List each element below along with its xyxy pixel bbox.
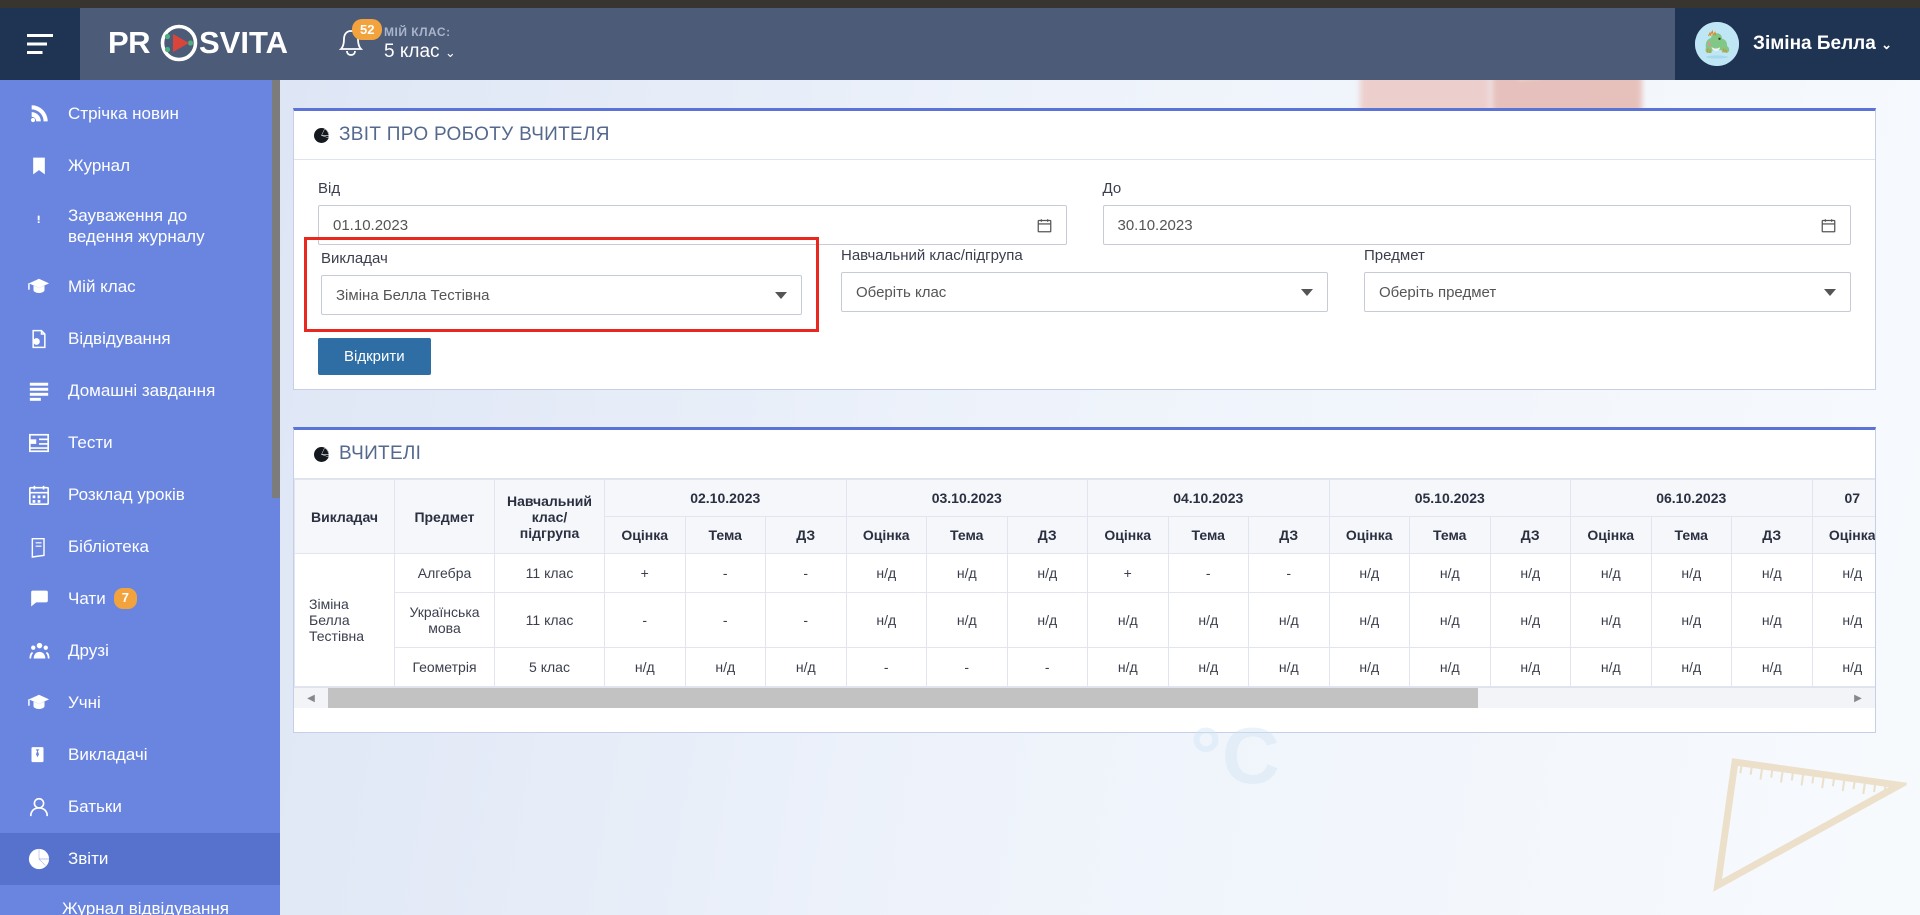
svg-text:PR: PR — [108, 25, 150, 60]
svg-text:SVITA: SVITA — [199, 25, 288, 60]
